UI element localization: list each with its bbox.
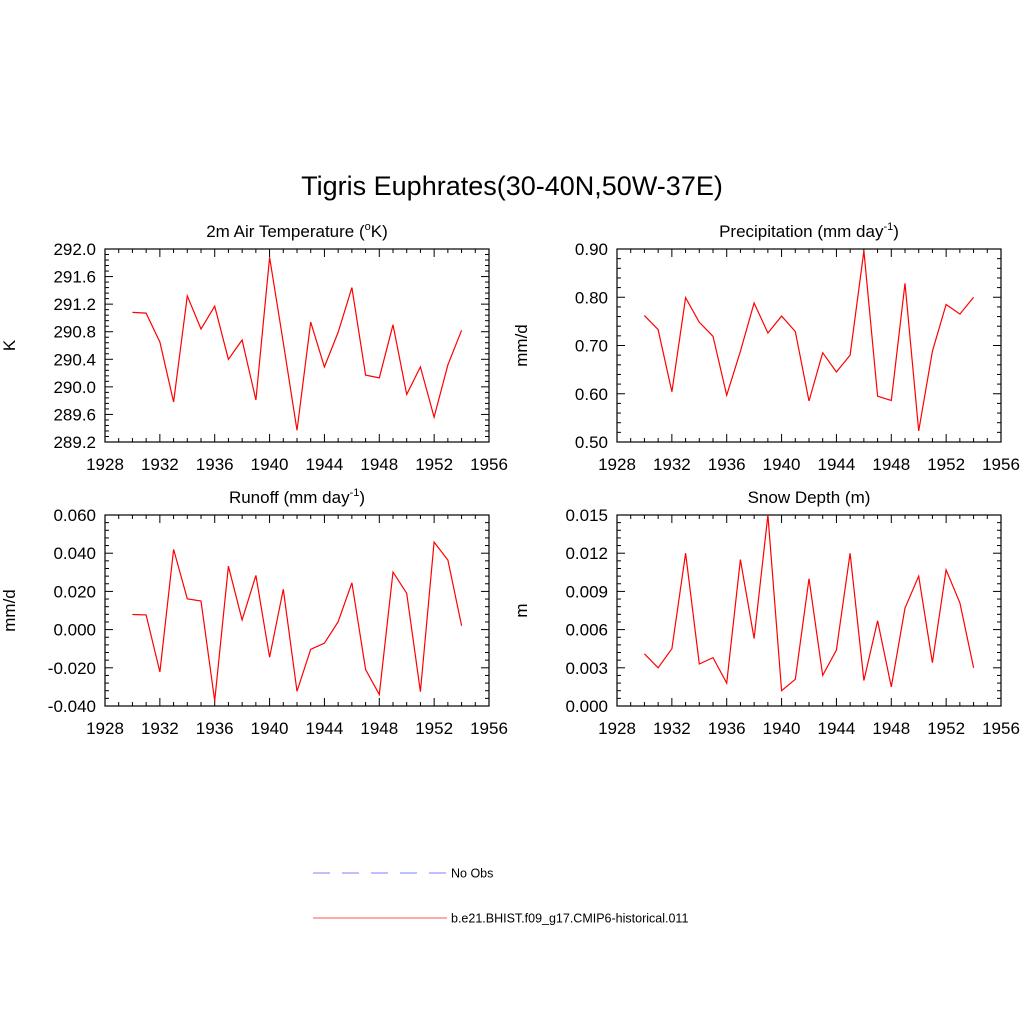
- x-tick-label: 1928: [86, 455, 124, 474]
- y-tick-label: 291.6: [53, 268, 96, 287]
- panel-title: Precipitation (mm day-1): [719, 221, 899, 241]
- panel-2: 1928 1932 1936 1940 1944 1948 1952 1956 -0.040 -0…: [0, 487, 508, 738]
- x-tick-label: 1928: [598, 719, 636, 738]
- y-tick-label: 0.80: [575, 288, 608, 307]
- y-tick-label: 289.2: [53, 433, 96, 452]
- y-tick-label: 0.020: [53, 582, 96, 601]
- x-tick-label: 1956: [982, 719, 1020, 738]
- x-tick-label: 1928: [86, 719, 124, 738]
- y-tick-label: 291.2: [53, 295, 96, 314]
- x-tick-label: 1944: [306, 719, 344, 738]
- x-tick-label: 1932: [653, 719, 691, 738]
- x-tick-label: 1940: [763, 455, 801, 474]
- y-tick-label: 0.60: [575, 385, 608, 404]
- panel-1: 1928 1932 1936 1940 1944 1948 1952 1956 0.50 0.60…: [512, 221, 1020, 474]
- x-tick-label: 1936: [708, 455, 746, 474]
- legend-model-label: b.e21.BHIST.f09_g17.CMIP6-historical.011: [451, 912, 688, 926]
- x-tick-label: 1948: [872, 719, 910, 738]
- plot-frame: [616, 248, 1002, 443]
- x-tick-label: 1936: [196, 719, 234, 738]
- y-tick-label: -0.040: [48, 697, 96, 716]
- panel-title: Runoff (mm day-1): [229, 487, 365, 507]
- y-axis-label: mm/d: [512, 324, 531, 367]
- panels: 1928 1932 1936 1940 1944 1948 1952 1956 289.2 289…: [0, 221, 1020, 738]
- x-tick-label: 1952: [927, 455, 965, 474]
- y-tick-label: 0.040: [53, 544, 96, 563]
- x-tick-label: 1932: [141, 719, 179, 738]
- panel-title: Snow Depth (m): [748, 488, 871, 507]
- y-tick-label: 0.90: [575, 240, 608, 259]
- y-tick-label: 292.0: [53, 240, 96, 259]
- x-tick-label: 1940: [251, 719, 289, 738]
- y-axis-label: m: [512, 603, 531, 617]
- legend-no-obs-label: No Obs: [451, 867, 493, 881]
- x-tick-label: 1944: [818, 719, 856, 738]
- plot-frame: [104, 514, 490, 707]
- panel-0: 1928 1932 1936 1940 1944 1948 1952 1956 289.2 289…: [0, 221, 508, 474]
- panel-title-tail: ): [893, 222, 899, 241]
- panel-title-tail: ): [359, 488, 365, 507]
- y-tick-label: 0.50: [575, 433, 608, 452]
- y-tick-label: 0.009: [565, 582, 608, 601]
- panel-title-main: Runoff (mm day: [229, 488, 350, 507]
- series-line: [643, 514, 975, 692]
- panel-title: 2m Air Temperature (oK): [206, 221, 388, 241]
- panel-title-superscript: -1: [350, 487, 360, 499]
- x-tick-label: 1956: [470, 719, 508, 738]
- x-tick-label: 1932: [653, 455, 691, 474]
- y-axis-label: K: [0, 339, 19, 351]
- plot-frame: [616, 514, 1002, 707]
- panel-title-main: 2m Air Temperature (: [206, 222, 365, 241]
- x-tick-label: 1952: [927, 719, 965, 738]
- y-tick-label: 289.6: [53, 405, 96, 424]
- y-tick-label: 0.003: [565, 659, 608, 678]
- panel-title-main: Snow Depth (m): [748, 488, 871, 507]
- y-tick-label: 0.006: [565, 621, 608, 640]
- x-tick-label: 1956: [982, 455, 1020, 474]
- series-line: [132, 540, 463, 701]
- x-tick-label: 1940: [763, 719, 801, 738]
- x-tick-label: 1936: [708, 719, 746, 738]
- x-tick-label: 1956: [470, 455, 508, 474]
- legend: No Obs b.e21.BHIST.f09_g17.CMIP6-histori…: [313, 867, 688, 926]
- y-tick-label: 0.000: [53, 621, 96, 640]
- x-tick-label: 1948: [872, 455, 910, 474]
- y-tick-label: -0.020: [48, 659, 96, 678]
- panel-3: 1928 1932 1936 1940 1944 1948 1952 1956 0.000 0.0…: [512, 488, 1020, 738]
- panel-title-superscript: -1: [883, 221, 893, 233]
- x-tick-label: 1952: [415, 719, 453, 738]
- y-tick-label: 0.70: [575, 337, 608, 356]
- series-line: [643, 250, 975, 432]
- y-tick-label: 0.012: [565, 544, 608, 563]
- x-tick-label: 1944: [818, 455, 856, 474]
- y-tick-label: 0.060: [53, 506, 96, 525]
- x-tick-label: 1948: [360, 719, 398, 738]
- x-tick-label: 1932: [141, 455, 179, 474]
- x-tick-label: 1952: [415, 455, 453, 474]
- y-tick-label: 0.000: [565, 697, 608, 716]
- x-tick-label: 1928: [598, 455, 636, 474]
- x-tick-label: 1948: [360, 455, 398, 474]
- plot-frame: [104, 248, 490, 443]
- y-tick-label: 290.0: [53, 378, 96, 397]
- y-axis-label: mm/d: [0, 589, 19, 632]
- y-tick-label: 0.015: [565, 506, 608, 525]
- x-tick-label: 1940: [251, 455, 289, 474]
- x-tick-label: 1944: [306, 455, 344, 474]
- panel-title-superscript: o: [365, 221, 371, 233]
- panel-title-main: Precipitation (mm day: [719, 222, 884, 241]
- panel-title-tail: K): [371, 222, 388, 241]
- figure-title: Tigris Euphrates(30-40N,50W-37E): [301, 171, 723, 201]
- y-tick-label: 290.4: [53, 350, 96, 369]
- series-line: [132, 257, 463, 431]
- y-tick-label: 290.8: [53, 323, 96, 342]
- x-tick-label: 1936: [196, 455, 234, 474]
